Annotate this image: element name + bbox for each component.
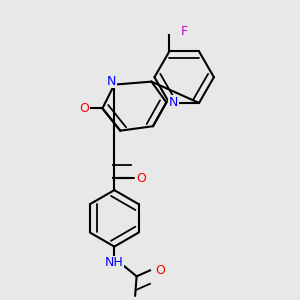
Text: N: N xyxy=(169,96,178,109)
Text: O: O xyxy=(155,264,165,277)
Text: O: O xyxy=(80,102,89,115)
Text: F: F xyxy=(181,25,188,38)
Text: NH: NH xyxy=(105,256,124,269)
Text: N: N xyxy=(107,74,116,88)
Text: O: O xyxy=(136,172,146,185)
